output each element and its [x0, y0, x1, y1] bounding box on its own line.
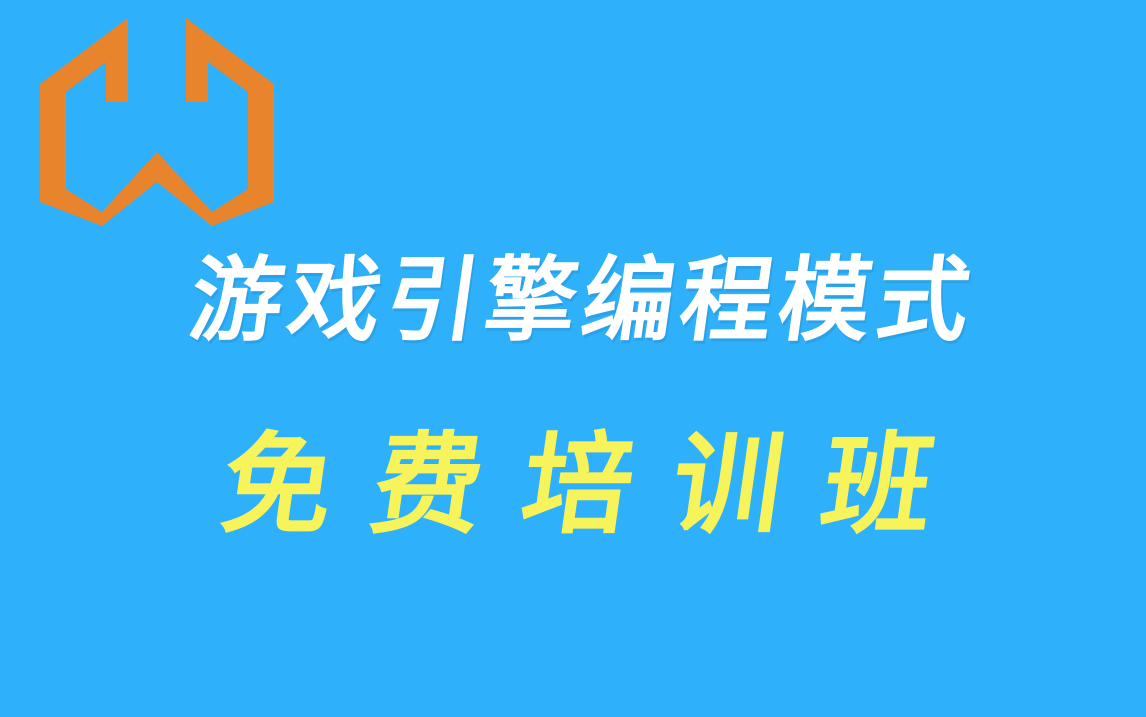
logo-shape [40, 18, 274, 226]
brand-logo-icon [36, 14, 278, 226]
page-title: 游戏引擎编程模式 [0, 246, 1146, 356]
page-subtitle: 免费培训班 [0, 420, 1146, 550]
